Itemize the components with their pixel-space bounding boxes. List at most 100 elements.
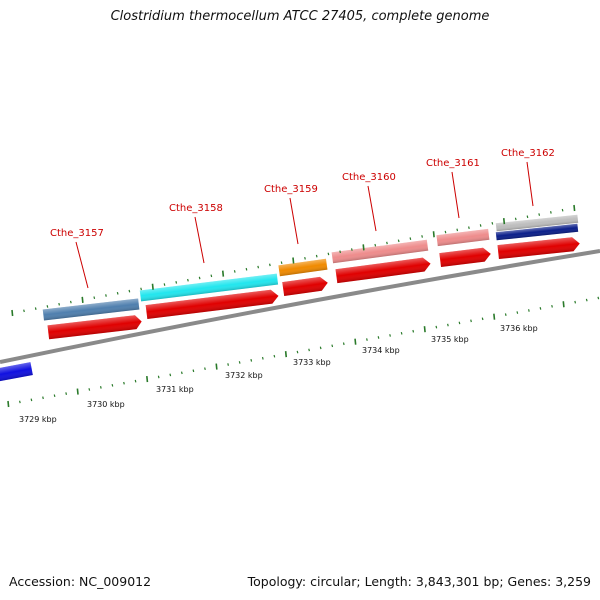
kbp-label-3732: 3732 kbp xyxy=(225,371,263,380)
lower-scale-tick xyxy=(331,344,334,348)
gene-cthe-3158-label[interactable]: Cthe_3158 xyxy=(169,203,223,214)
gene-cthe-3157-label[interactable]: Cthe_3157 xyxy=(50,228,104,239)
upper-scale-tick xyxy=(46,305,49,308)
gene-cthe-3157-cds[interactable] xyxy=(47,315,143,340)
kbp-label-3735: 3735 kbp xyxy=(431,335,469,344)
upper-scale-tick xyxy=(339,250,342,254)
lower-scale-tick xyxy=(146,375,149,383)
lower-scale-tick xyxy=(123,381,125,385)
gene-cthe-3160-cds[interactable] xyxy=(335,257,431,284)
lower-scale-tick xyxy=(192,369,195,373)
lower-scale-tick xyxy=(53,394,56,398)
upper-scale-tick xyxy=(128,289,131,293)
lower-scale-tick xyxy=(215,363,218,370)
upper-scale-tick xyxy=(386,241,388,245)
gene-cthe-3162-feature-top[interactable] xyxy=(495,214,579,232)
gene-cthe-3158-leader xyxy=(194,216,205,264)
kbp-label-3736: 3736 kbp xyxy=(500,324,538,333)
upper-scale-tick xyxy=(409,237,412,240)
upper-scale-tick xyxy=(514,217,517,221)
lower-scale-tick xyxy=(76,388,79,395)
upper-scale-tick xyxy=(479,224,482,227)
upper-scale-tick xyxy=(397,239,400,243)
gene-cthe-3159-feature[interactable] xyxy=(278,258,328,277)
gene-cthe-3159-label[interactable]: Cthe_3159 xyxy=(264,184,318,195)
lower-scale-tick xyxy=(296,350,299,354)
lower-scale-tick xyxy=(400,331,403,335)
upper-scale-tick xyxy=(210,274,213,278)
lower-scale-tick xyxy=(389,334,391,337)
lower-scale-tick xyxy=(250,359,253,362)
lower-scale-tick xyxy=(180,371,183,375)
gene-cthe-3157-leader xyxy=(75,241,89,289)
gene-cthe-3162-feature-bottom[interactable] xyxy=(495,223,579,241)
gene-cthe-3159-cds[interactable] xyxy=(282,276,329,296)
upper-scale-tick xyxy=(292,257,295,264)
kbp-label-3730: 3730 kbp xyxy=(87,400,125,409)
gene-cthe-3160-label[interactable]: Cthe_3160 xyxy=(342,172,396,183)
gene-cthe-3158-feature[interactable] xyxy=(139,273,279,302)
lower-scale-tick xyxy=(319,346,322,350)
upper-scale-tick xyxy=(34,307,37,310)
gene-cthe-3161-cds[interactable] xyxy=(439,247,491,267)
upper-scale-tick xyxy=(468,226,470,230)
upper-scale-tick xyxy=(421,235,423,238)
upper-scale-tick xyxy=(315,254,318,258)
lower-scale-tick xyxy=(412,329,415,333)
lower-scale-tick xyxy=(284,351,288,358)
upper-scale-tick xyxy=(11,309,14,317)
genome-summary-text: Topology: circular; Length: 3,843,301 bp… xyxy=(247,574,591,589)
scale-ticks xyxy=(7,204,600,408)
upper-scale-tick xyxy=(69,300,72,304)
lower-scale-tick xyxy=(551,304,553,308)
gene-cthe-3162-cds[interactable] xyxy=(497,237,580,260)
upper-scale-tick xyxy=(257,265,260,269)
upper-scale-tick xyxy=(151,283,154,290)
upper-scale-tick xyxy=(245,267,248,271)
lower-scale-tick xyxy=(458,321,461,325)
lower-scale-tick xyxy=(65,392,68,395)
upper-scale-tick xyxy=(81,296,84,303)
lower-scale-tick xyxy=(539,307,542,310)
genome-backbone xyxy=(0,249,600,364)
lower-scale-tick xyxy=(18,400,21,404)
lower-scale-tick xyxy=(574,300,577,304)
upper-scale-tick xyxy=(93,296,96,300)
gene-cthe-3160-feature[interactable] xyxy=(331,239,429,264)
upper-scale-tick xyxy=(280,261,283,265)
upper-scale-tick xyxy=(327,252,330,256)
lower-scale-tick xyxy=(308,348,310,352)
lower-scale-tick xyxy=(273,354,276,358)
upper-scale-tick xyxy=(175,281,178,284)
upper-scale-tick xyxy=(221,270,225,277)
lower-scale-tick xyxy=(528,309,530,312)
upper-scale-tick xyxy=(233,270,236,273)
upper-scale-tick xyxy=(502,218,506,225)
lower-scale-tick xyxy=(423,326,426,333)
gene-cthe-3162-label[interactable]: Cthe_3162 xyxy=(501,148,555,159)
gene-cthe-3161-label[interactable]: Cthe_3161 xyxy=(426,158,480,169)
accession-text: Accession: NC_009012 xyxy=(9,574,152,589)
gene-left-partial[interactable] xyxy=(0,362,33,383)
lower-scale-tick xyxy=(42,396,44,400)
upper-scale-tick xyxy=(269,263,271,267)
upper-scale-tick xyxy=(187,278,189,282)
lower-scale-tick xyxy=(504,313,507,316)
lower-scale-tick xyxy=(516,311,519,314)
lower-scale-tick xyxy=(447,323,449,327)
gene-cthe-3157-feature[interactable] xyxy=(42,298,140,321)
lower-scale-tick xyxy=(261,356,264,360)
lower-scale-tick xyxy=(562,301,565,308)
lower-scale-tick xyxy=(354,338,357,345)
upper-scale-tick xyxy=(456,228,459,232)
gene-cthe-3158-cds[interactable] xyxy=(145,289,280,319)
lower-scale-tick xyxy=(99,386,102,389)
upper-scale-tick xyxy=(526,215,529,219)
lower-scale-tick xyxy=(134,379,137,383)
upper-scale-tick xyxy=(561,208,564,212)
lower-scale-tick xyxy=(204,367,206,371)
lower-scale-tick xyxy=(470,319,472,323)
lower-scale-tick xyxy=(597,296,600,300)
gene-cthe-3161-feature[interactable] xyxy=(436,228,490,247)
